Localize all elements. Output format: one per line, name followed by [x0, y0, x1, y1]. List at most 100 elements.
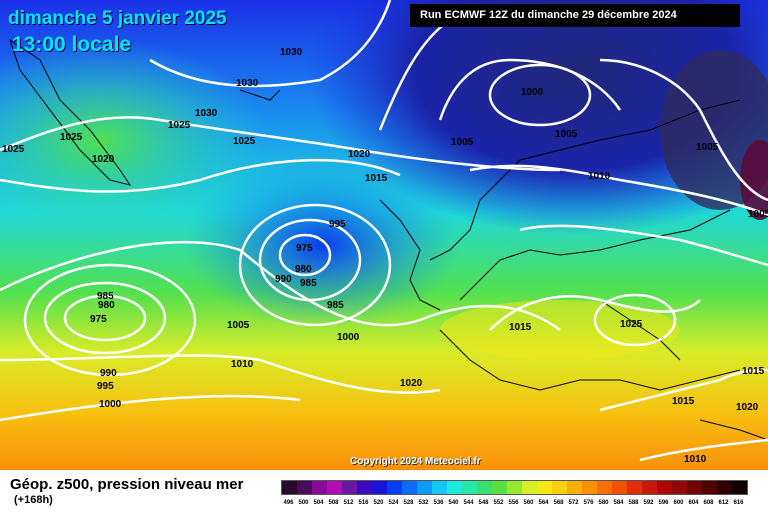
- isobar-label: 1025: [620, 319, 643, 330]
- isobar-label: 995: [97, 381, 114, 392]
- copyright-notice: Copyright 2024 Meteociel.fr: [350, 456, 481, 467]
- forecast-time: 13:00 locale: [12, 33, 132, 56]
- scale-tick-label: 568: [553, 500, 564, 506]
- scale-tick-label: 500: [298, 500, 309, 506]
- isobar-label: 1020: [348, 149, 371, 160]
- map-canvas: 1030 1030 1030 1025 1025 1025 1025 1020 …: [0, 0, 768, 470]
- isobar-labels: 1030 1030 1030 1025 1025 1025 1025 1020 …: [2, 47, 768, 465]
- isobar-label: 1000: [99, 399, 122, 410]
- isobar-label: 995: [329, 219, 346, 230]
- scale-tick-label: 508: [328, 500, 339, 506]
- scale-tick-label: 532: [418, 500, 429, 506]
- model-run-info: Run ECMWF 12Z du dimanche 29 décembre 20…: [410, 4, 740, 27]
- scale-tick-label: 540: [448, 500, 459, 506]
- isobar-label: 985: [327, 300, 344, 311]
- color-swatch: [642, 481, 657, 494]
- color-swatch: [567, 481, 582, 494]
- color-swatch: [387, 481, 402, 494]
- isobar-label: 990: [100, 368, 117, 379]
- color-swatch: [342, 481, 357, 494]
- color-swatch: [447, 481, 462, 494]
- isobar-label: 1020: [736, 402, 759, 413]
- scale-tick-label: 496: [283, 500, 294, 506]
- color-swatch: [597, 481, 612, 494]
- color-swatch: [462, 481, 477, 494]
- color-swatch: [522, 481, 537, 494]
- weather-map: 1030 1030 1030 1025 1025 1025 1025 1020 …: [0, 0, 768, 470]
- legend-title: Géop. z500, pression niveau mer: [10, 476, 244, 493]
- scale-tick-label: 544: [463, 500, 474, 506]
- legend-subtitle: (+168h): [14, 494, 53, 506]
- isobar-label: 1005: [748, 209, 768, 220]
- color-swatch: [357, 481, 372, 494]
- isobar-label: 980: [295, 264, 312, 275]
- isobar-label: 1015: [672, 396, 695, 407]
- color-swatch: [477, 481, 492, 494]
- scale-tick-label: 560: [523, 500, 534, 506]
- color-swatch: [282, 481, 297, 494]
- color-swatch: [657, 481, 672, 494]
- scale-tick-label: 524: [388, 500, 399, 506]
- scale-tick-label: 588: [628, 500, 639, 506]
- isobar-label: 1025: [60, 132, 83, 143]
- color-scale: [281, 480, 748, 495]
- isobar-label: 1005: [696, 142, 719, 153]
- scale-tick-label: 564: [538, 500, 549, 506]
- color-swatch: [417, 481, 432, 494]
- color-swatch: [372, 481, 387, 494]
- color-swatch: [297, 481, 312, 494]
- scale-tick-label: 528: [403, 500, 414, 506]
- isobar-label: 1010: [231, 359, 254, 370]
- forecast-date: dimanche 5 janvier 2025: [8, 8, 227, 29]
- scale-tick-label: 584: [613, 500, 624, 506]
- isobar-label: 1015: [365, 173, 388, 184]
- isobar-label: 975: [296, 243, 313, 254]
- color-swatch: [312, 481, 327, 494]
- legend-bar: Géop. z500, pression niveau mer (+168h) …: [0, 470, 768, 512]
- scale-tick-label: 516: [358, 500, 369, 506]
- color-swatch: [672, 481, 687, 494]
- scale-tick-label: 600: [673, 500, 684, 506]
- scale-tick-label: 536: [433, 500, 444, 506]
- isobar-label: 1030: [195, 108, 218, 119]
- isobar-label: 1005: [227, 320, 250, 331]
- isobar-label: 985: [300, 278, 317, 289]
- color-swatch: [402, 481, 417, 494]
- scale-tick-label: 548: [478, 500, 489, 506]
- isobar-label: 1025: [233, 136, 256, 147]
- isobar-label: 1025: [168, 120, 191, 131]
- isobar-label: 1010: [588, 171, 611, 182]
- isobar-label: 1000: [521, 87, 544, 98]
- color-swatch: [732, 481, 747, 494]
- isobar-label: 1025: [2, 144, 25, 155]
- isobar-label: 1020: [92, 154, 115, 165]
- isobar-label: 1005: [451, 137, 474, 148]
- color-swatch: [507, 481, 522, 494]
- color-swatch: [552, 481, 567, 494]
- color-swatch: [432, 481, 447, 494]
- color-swatch: [687, 481, 702, 494]
- color-swatch: [492, 481, 507, 494]
- isobar-label: 985: [97, 291, 114, 302]
- isobar-label: 1000: [337, 332, 360, 343]
- isobar-label: 1015: [742, 366, 765, 377]
- color-swatch: [627, 481, 642, 494]
- scale-tick-label: 556: [508, 500, 519, 506]
- coastlines: [9, 38, 768, 441]
- scale-tick-label: 596: [658, 500, 669, 506]
- isobar-label: 1030: [236, 78, 259, 89]
- color-swatch: [612, 481, 627, 494]
- scale-tick-label: 552: [493, 500, 504, 506]
- scale-tick-label: 572: [568, 500, 579, 506]
- scale-tick-label: 512: [343, 500, 354, 506]
- isobar-label: 975: [90, 314, 107, 325]
- color-swatch: [582, 481, 597, 494]
- isobar-label: 1020: [400, 378, 423, 389]
- color-swatch: [702, 481, 717, 494]
- isobar-label: 980: [98, 300, 115, 311]
- isobar-label: 1005: [555, 129, 578, 140]
- color-scale-ticks: 496 500 504 508 512 516 520 524 528 532 536 540 544 5…: [281, 500, 746, 506]
- isobar-label: 1010: [684, 454, 707, 465]
- scale-tick-label: 608: [703, 500, 714, 506]
- scale-tick-label: 576: [583, 500, 594, 506]
